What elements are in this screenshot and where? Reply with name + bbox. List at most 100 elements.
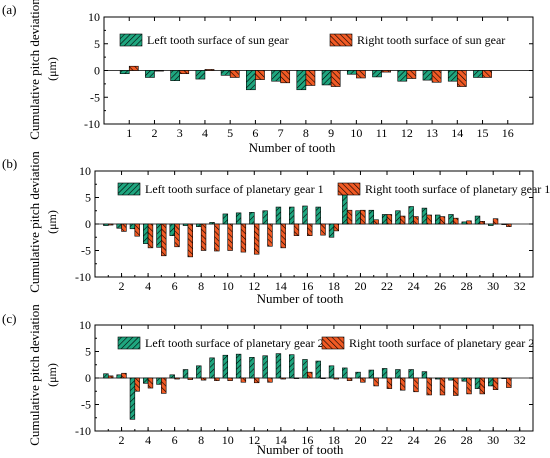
- x-tick-label: 14: [275, 279, 287, 293]
- bar-left: [501, 377, 507, 379]
- bar-left: [501, 223, 507, 225]
- bar-left: [196, 223, 202, 227]
- x-tick-label: 16: [502, 126, 514, 140]
- bar-left: [422, 70, 433, 81]
- bar-right: [147, 377, 154, 389]
- x-axis-label: Number of tooth: [257, 291, 344, 306]
- x-tick-label: 28: [461, 433, 473, 447]
- x-axis-label: Number of tooth: [257, 442, 344, 457]
- bar-left: [421, 371, 428, 379]
- bar-right: [227, 223, 233, 251]
- bar-right: [320, 377, 326, 379]
- bar-left: [328, 365, 335, 379]
- x-tick-label: 2: [119, 433, 125, 447]
- bar-left: [408, 369, 414, 379]
- bar-left: [381, 214, 388, 225]
- x-tick-label: 4: [145, 433, 151, 447]
- panel-label: (c): [2, 311, 16, 326]
- bar-left: [156, 377, 162, 385]
- bar-right: [406, 70, 417, 79]
- bar-right: [253, 377, 260, 384]
- bar-right: [466, 220, 472, 225]
- bar-right: [134, 377, 140, 392]
- bar-left: [397, 70, 408, 82]
- bar-left: [246, 70, 256, 91]
- bar-left: [488, 377, 494, 387]
- bar-left: [488, 223, 494, 226]
- x-tick-label: 2: [119, 279, 125, 293]
- bar-left: [435, 214, 441, 225]
- bar-right: [253, 223, 260, 255]
- bar-right: [280, 70, 291, 84]
- x-tick-label: 6: [172, 279, 178, 293]
- bar-right: [154, 70, 164, 72]
- y-tick-label: 10: [88, 10, 100, 24]
- x-tick-label: 30: [487, 279, 499, 293]
- bar-left: [170, 70, 181, 81]
- bar-right: [426, 377, 432, 396]
- bar-left: [220, 70, 231, 76]
- bar-left: [368, 209, 375, 225]
- y-tick-label: 5: [85, 345, 91, 359]
- x-tick-label: 8: [303, 126, 309, 140]
- y-tick-label: -10: [75, 424, 91, 438]
- bar-right: [267, 377, 273, 383]
- bar-left: [395, 369, 401, 379]
- bar-left: [169, 223, 175, 236]
- x-tick-label: 24: [408, 433, 420, 447]
- bar-right: [492, 377, 499, 390]
- bar-right: [128, 65, 139, 71]
- x-tick-label: 6: [252, 126, 258, 140]
- bar-right: [386, 214, 393, 225]
- bar-left: [195, 70, 206, 80]
- bar-left: [275, 206, 282, 225]
- bar-left: [103, 223, 109, 226]
- bar-right: [280, 223, 286, 249]
- bar-left: [448, 214, 454, 225]
- panel-a: (a) Cumulative pitch deviation (μm) 10 5 0…: [2, 0, 534, 155]
- bar-left: [289, 206, 295, 225]
- x-tick-label: 22: [381, 279, 393, 293]
- bar-left: [222, 213, 229, 225]
- bar-left: [302, 205, 308, 225]
- bar-right: [360, 209, 366, 225]
- bar-left: [435, 377, 441, 380]
- x-tick-label: 14: [451, 126, 463, 140]
- bar-right: [356, 70, 366, 79]
- bar-left: [372, 70, 382, 78]
- bar-right: [187, 223, 193, 258]
- panel-label: (b): [2, 156, 17, 171]
- bar-left: [182, 369, 189, 379]
- y-axis-label: Cumulative pitch deviation: [27, 304, 42, 446]
- x-tick-label: 11: [376, 126, 388, 140]
- bar-right: [413, 216, 419, 225]
- bar-left: [321, 70, 332, 86]
- x-tick-label: 2: [151, 126, 157, 140]
- bar-left: [119, 70, 130, 75]
- bar-right: [174, 223, 180, 248]
- x-tick-label: 10: [350, 126, 362, 140]
- y-axis-unit: (μm): [45, 210, 59, 234]
- bar-left: [182, 223, 189, 226]
- bar-right: [204, 69, 215, 71]
- legend-swatch: [119, 33, 143, 47]
- x-tick-label: 12: [248, 279, 260, 293]
- legend-swatch: [117, 336, 141, 350]
- legend-label: Left tooth surface of planetary gear 2: [145, 336, 324, 350]
- bar-right: [453, 217, 459, 225]
- bar-left: [116, 223, 122, 229]
- x-tick-label: 26: [434, 279, 446, 293]
- y-tick-label: 5: [85, 191, 91, 205]
- bar-right: [121, 372, 127, 379]
- bar-right: [107, 223, 114, 226]
- bar-left: [289, 354, 295, 379]
- y-tick-label: 0: [85, 371, 91, 385]
- bar-right: [381, 70, 391, 73]
- bar-left: [296, 70, 307, 91]
- bar-left: [461, 377, 467, 382]
- x-tick-label: 4: [145, 279, 151, 293]
- bar-right: [227, 377, 233, 381]
- bar-right: [346, 377, 353, 381]
